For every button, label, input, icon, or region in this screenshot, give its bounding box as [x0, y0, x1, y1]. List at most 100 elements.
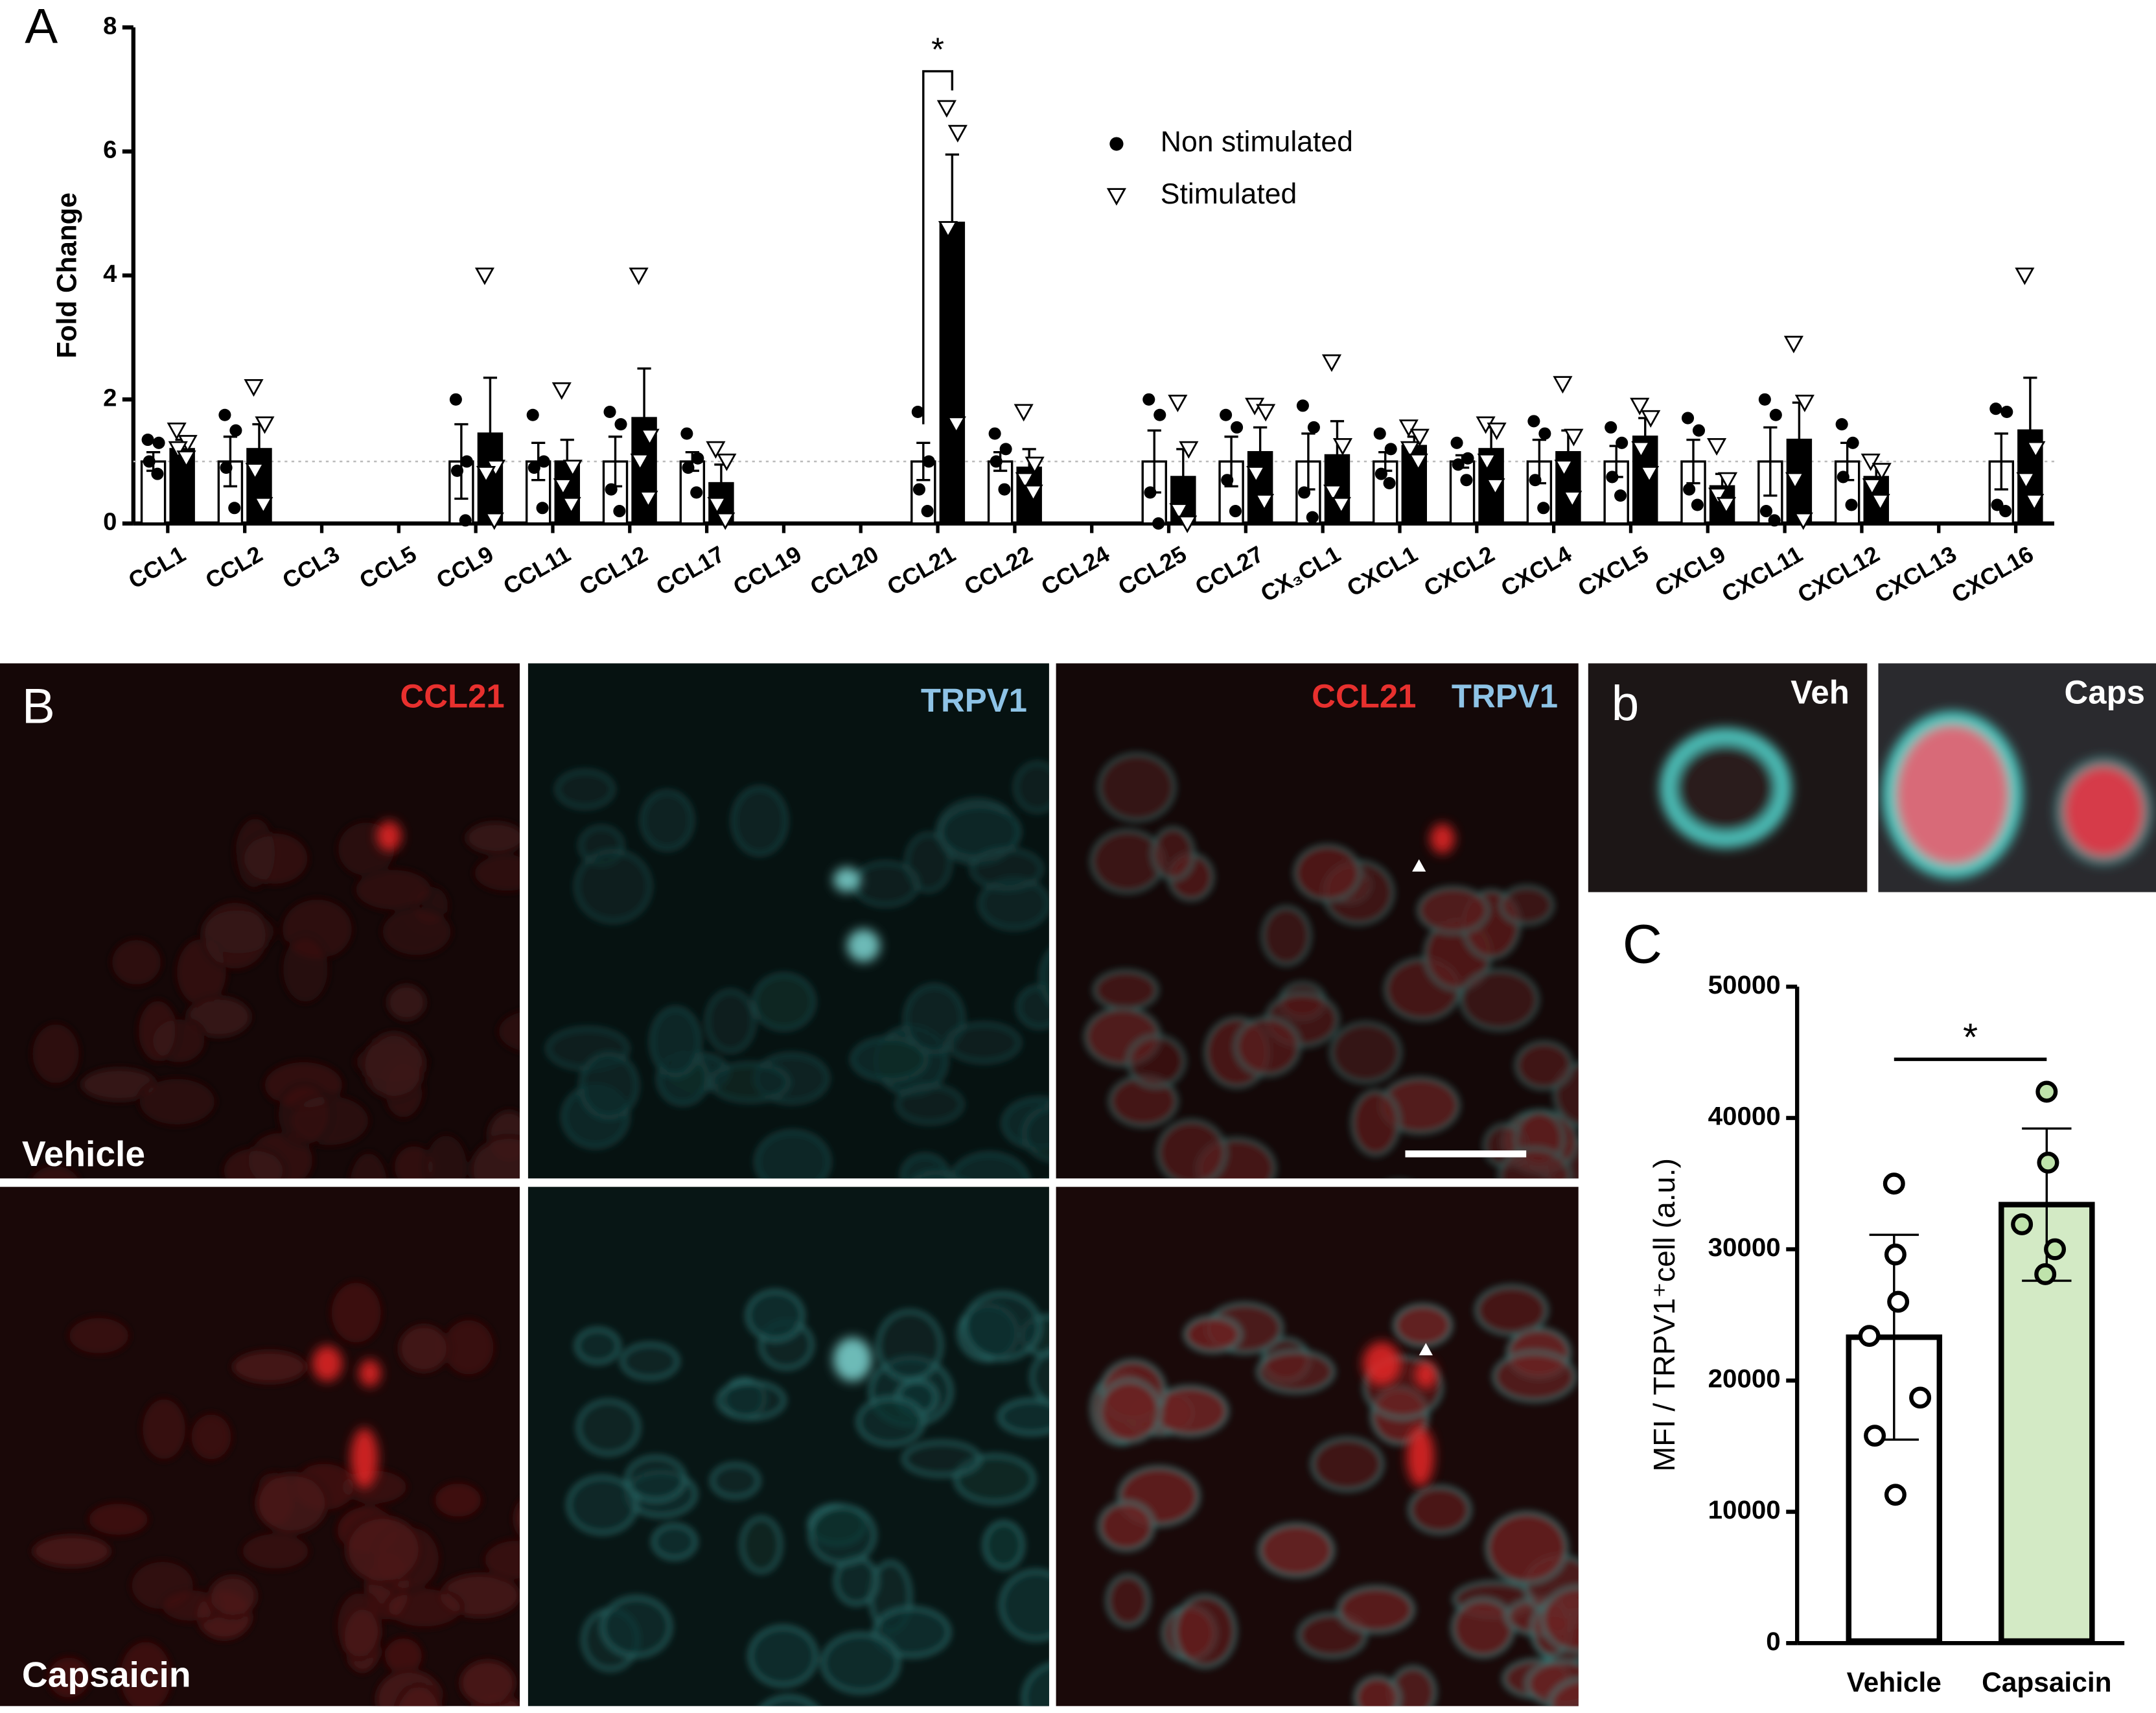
- data-point: [1168, 394, 1188, 413]
- data-point: [1691, 498, 1704, 511]
- cell: [86, 1501, 150, 1538]
- data-point: [715, 512, 736, 530]
- data-point: [682, 461, 695, 474]
- error-bar: [1686, 438, 1700, 485]
- data-point: [244, 379, 264, 397]
- legend-label: Non stimulated: [1161, 126, 1353, 158]
- data-point: [1884, 1243, 1907, 1266]
- data-point: [1862, 478, 1882, 496]
- cell: [625, 1455, 686, 1502]
- data-point: [1614, 489, 1627, 502]
- cell: [821, 1632, 900, 1694]
- data-point: [1229, 505, 1242, 518]
- data-point: [527, 461, 540, 474]
- cell: [137, 1076, 218, 1128]
- data-point: [1999, 505, 2012, 518]
- micrographs: [0, 663, 2156, 1713]
- data-point: [1758, 393, 1771, 406]
- bright-cell: [833, 1337, 872, 1382]
- data-point: [1307, 421, 1320, 434]
- panel-gap: [0, 1178, 1579, 1187]
- micrograph-background: [0, 1187, 520, 1707]
- data-point: [228, 502, 241, 515]
- cell: [1310, 1437, 1384, 1492]
- data-point: [990, 455, 1003, 468]
- cell: [365, 1710, 441, 1713]
- data-point: [603, 405, 616, 418]
- cell: [353, 867, 434, 913]
- cell: [472, 852, 520, 894]
- data-point: [998, 483, 1011, 496]
- cell: [239, 830, 310, 887]
- cell: [29, 1163, 81, 1179]
- significance-bracket: [922, 70, 954, 425]
- cell: [640, 790, 694, 851]
- cell: [360, 1030, 428, 1101]
- cell: [1256, 1349, 1336, 1394]
- data-point: [460, 455, 473, 468]
- bright-cell: [1415, 1360, 1437, 1388]
- data-point: [1142, 393, 1155, 406]
- data-point: [1605, 421, 1617, 434]
- cell: [1023, 1105, 1049, 1161]
- cell: [600, 1596, 672, 1658]
- cell: [856, 1397, 925, 1447]
- data-point: [143, 455, 156, 468]
- data-point: [551, 382, 572, 400]
- cell: [496, 1010, 520, 1053]
- error-bar: [1994, 432, 2008, 491]
- cell: [1098, 1379, 1162, 1443]
- data-point: [1641, 410, 1661, 428]
- data-point: [450, 464, 464, 477]
- cell: [902, 1440, 981, 1477]
- micrograph: [527, 1187, 1049, 1707]
- data-point: [1768, 514, 1781, 527]
- data-point: [1783, 336, 1803, 354]
- data-point: [1323, 484, 1343, 502]
- data-point: [629, 267, 649, 285]
- cell: [716, 1381, 786, 1420]
- data-point: [2037, 1151, 2059, 1174]
- cell: [1093, 969, 1159, 1011]
- cell: [705, 989, 756, 1053]
- cell: [1151, 826, 1196, 881]
- data-point: [1321, 354, 1342, 372]
- data-point: [1884, 1484, 1907, 1506]
- data-point: [1231, 421, 1244, 434]
- cell: [752, 973, 816, 1031]
- data-point: [1452, 458, 1465, 471]
- cell: [575, 1327, 621, 1364]
- data-point: [1989, 402, 2002, 415]
- legend-marker: [1106, 188, 1126, 206]
- inset: [1878, 663, 2156, 892]
- cell: [579, 1053, 639, 1119]
- data-point: [1692, 424, 1706, 437]
- data-point: [1254, 494, 1275, 512]
- cell-layer: [1090, 1285, 1579, 1707]
- legend-marker: [1109, 137, 1124, 151]
- data-point: [1373, 427, 1386, 440]
- data-point: [218, 408, 231, 421]
- data-point: [1246, 466, 1266, 484]
- data-point: [630, 453, 650, 471]
- cell: [963, 1292, 1041, 1361]
- x-tick-label: CCL5: [354, 541, 421, 594]
- cell: [280, 933, 330, 1005]
- bright-cell: [358, 1359, 381, 1387]
- x-tick-label: CCL27: [1190, 541, 1268, 600]
- data-point: [2034, 1263, 2057, 1285]
- cell: [1492, 1351, 1577, 1403]
- cell: [949, 1152, 1030, 1179]
- cell: [463, 820, 520, 856]
- cell: [651, 1523, 698, 1560]
- cell: [428, 1705, 438, 1707]
- cell: [329, 1280, 384, 1346]
- data-point: [459, 514, 472, 527]
- panel-label: b: [1612, 676, 1639, 731]
- cell: [710, 1462, 761, 1499]
- cell: [395, 1683, 443, 1707]
- data-point: [1759, 505, 1773, 518]
- data-point: [1631, 441, 1651, 459]
- cell: [566, 1475, 638, 1535]
- data-point: [921, 505, 934, 518]
